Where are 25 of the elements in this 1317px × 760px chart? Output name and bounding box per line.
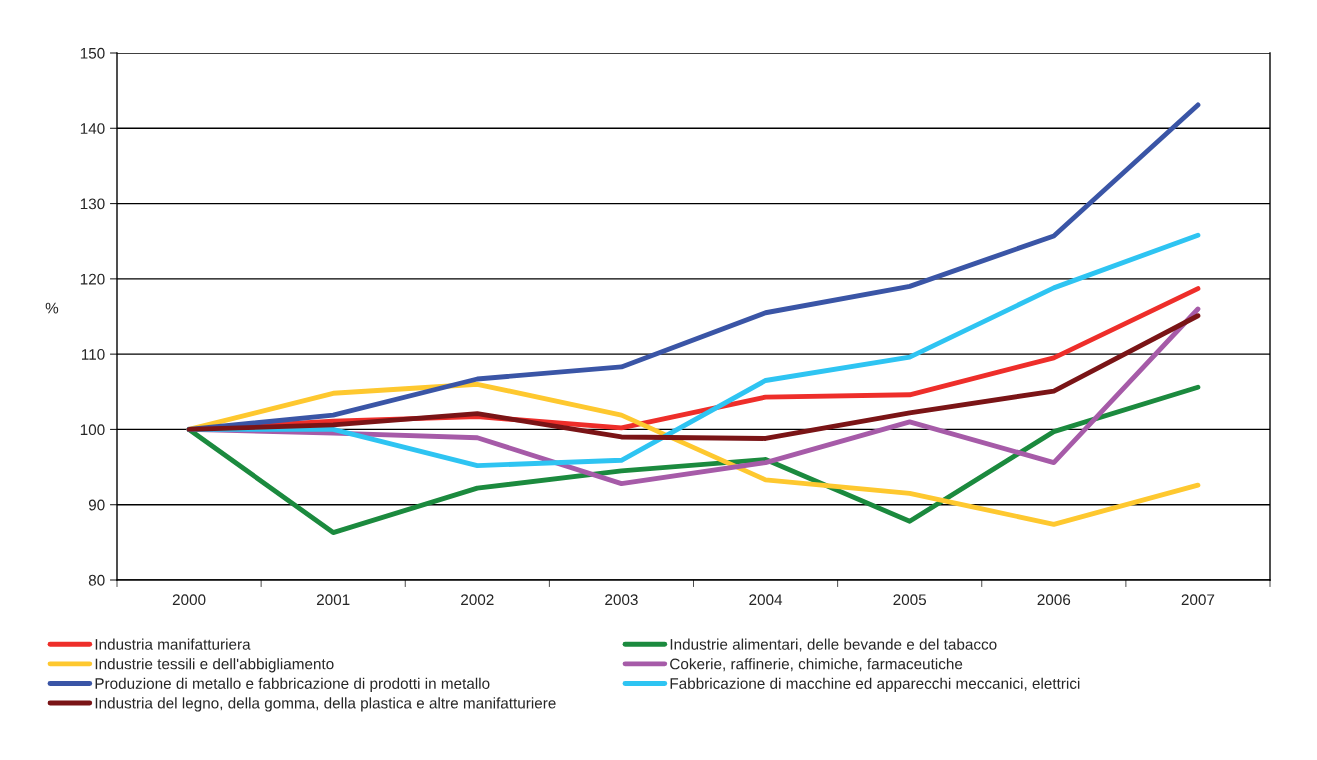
y-tick-label: 140 bbox=[80, 123, 105, 134]
legend-label: Fabbricazione di macchine ed apparecchi meccanici, elettrici bbox=[670, 677, 1080, 692]
legend-label: Industria del legno, della gomma, della plastica e altre manifatturiere bbox=[95, 697, 556, 712]
y-tick-label: 150 bbox=[80, 47, 105, 59]
y-tick-label: 110 bbox=[82, 349, 105, 360]
legend-label: Industrie alimentari, delle bevande e del tabacco bbox=[670, 638, 997, 652]
x-tick-label: 2002 bbox=[461, 594, 494, 606]
x-tick-label: 2003 bbox=[605, 594, 638, 606]
y-axis-title: % bbox=[45, 302, 59, 314]
y-tick-label: 120 bbox=[80, 273, 105, 285]
legend-label: Industria manifatturiera bbox=[95, 638, 251, 650]
line-series bbox=[186, 313, 1201, 441]
legend-label: Produzione di metallo e fabbricazione di prodotti in metallo bbox=[95, 677, 490, 692]
x-tick-label: 2001 bbox=[316, 594, 350, 606]
x-tick-label: 2004 bbox=[749, 594, 783, 606]
x-tick-label: 2007 bbox=[1181, 594, 1215, 606]
x-tick-label: 2005 bbox=[893, 594, 927, 606]
y-tick-label: 80 bbox=[88, 574, 105, 586]
y-tick-label: 100 bbox=[80, 424, 105, 436]
legend-label: Cokerie, raffinerie, chimiche, farmaceutiche bbox=[670, 658, 963, 672]
y-tick-label: 90 bbox=[88, 499, 105, 511]
x-tick-label: 2006 bbox=[1037, 594, 1071, 606]
y-tick-label: 130 bbox=[80, 198, 105, 210]
x-tick-label: 2000 bbox=[172, 594, 206, 606]
legend-label: Industrie tessili e dell'abbigliamento bbox=[95, 658, 334, 673]
